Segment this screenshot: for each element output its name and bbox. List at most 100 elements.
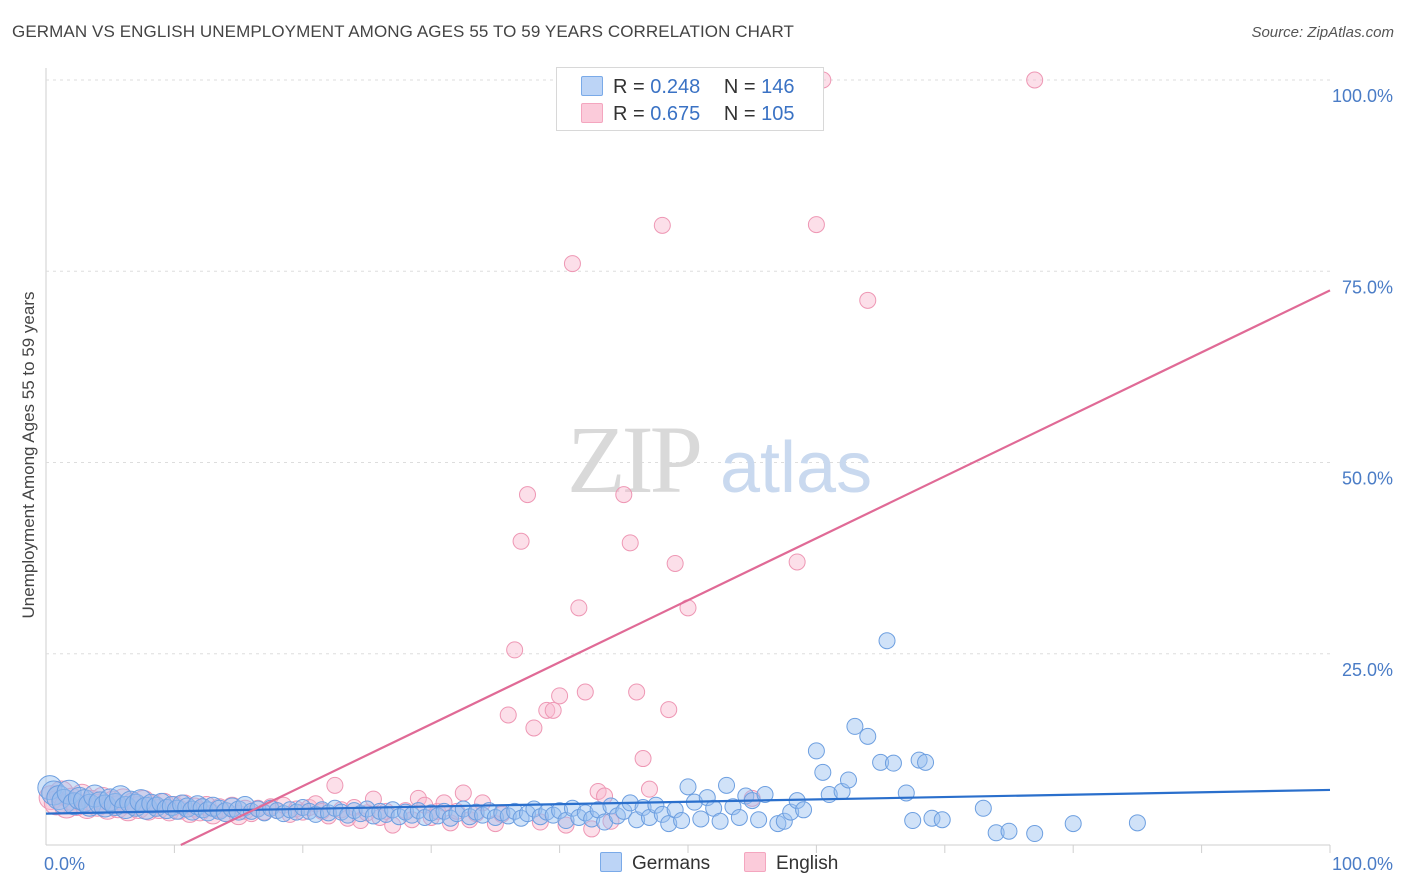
germans-point: [1128, 814, 1146, 832]
source-label: Source: ZipAtlas.com: [1251, 24, 1394, 41]
english-point: [576, 683, 594, 701]
english-swatch: [744, 852, 766, 872]
trend-lines: [45, 289, 1331, 846]
chart-title: GERMAN VS ENGLISH UNEMPLOYMENT AMONG AGE…: [12, 22, 795, 41]
germans-point: [692, 810, 710, 828]
germans-point: [910, 751, 928, 769]
english-point: [525, 719, 543, 737]
y-axis-label: Unemployment Among Ages 55 to 59 years: [19, 291, 38, 619]
germans-point: [846, 717, 864, 735]
germans-point: [56, 779, 82, 805]
english-point: [512, 532, 530, 550]
germans-point: [711, 812, 729, 830]
english-point: [384, 816, 402, 834]
english-point: [499, 706, 517, 724]
x-tick-label: 100.0%: [1332, 854, 1393, 874]
germans-point: [917, 753, 935, 771]
germans-point: [583, 810, 601, 828]
english-point: [557, 816, 575, 834]
english-point: [519, 486, 536, 504]
english-point: [570, 599, 588, 617]
english-point: [628, 683, 646, 701]
germans-point: [807, 742, 825, 760]
germans-point: [814, 763, 832, 781]
english-point: [454, 784, 472, 802]
germans-point: [795, 801, 813, 819]
germans-point: [872, 753, 890, 771]
series-english-points: [38, 71, 1044, 838]
legend-label-english: English: [776, 853, 839, 874]
r-label: R =: [613, 103, 645, 125]
germans-point: [551, 802, 569, 820]
english-point: [660, 701, 678, 719]
english-point: [1026, 71, 1044, 89]
stats-legend-row-germans: R = 0.248 N = 146: [581, 76, 795, 98]
germans-point: [750, 811, 768, 829]
germans-point: [506, 802, 524, 820]
stats-legend-row-english: R = 0.675 N = 105: [581, 103, 795, 125]
germans-point: [141, 793, 162, 814]
watermark-atlas: atlas: [720, 428, 872, 508]
germans-point: [730, 808, 748, 826]
germans-point: [108, 785, 132, 809]
english-point: [544, 701, 562, 719]
y-tick-label: 75.0%: [1342, 277, 1393, 297]
germans-point: [718, 776, 736, 794]
germans-point: [1000, 822, 1018, 840]
legend-label-germans: Germans: [632, 853, 711, 874]
english-trend-line: [180, 289, 1331, 846]
germans-point: [840, 771, 857, 789]
watermark: ZIP atlas: [567, 406, 872, 513]
grid-lines: [45, 68, 1331, 853]
germans-point: [904, 812, 922, 830]
germans-point: [987, 824, 1005, 842]
english-point: [788, 553, 806, 571]
english-swatch: [581, 103, 603, 123]
stats-legend: R = 0.248 N = 146 R = 0.675 N = 105: [556, 67, 824, 131]
germans-point: [673, 812, 691, 830]
germans-point: [1064, 815, 1082, 833]
tick-labels: 25.0% 50.0% 75.0% 100.0% 0.0% 100.0%: [44, 86, 1393, 874]
r-value: 0.675: [650, 103, 701, 125]
y-tick-label: 100.0%: [1332, 86, 1393, 106]
germans-point: [933, 811, 951, 829]
english-point: [807, 216, 825, 234]
english-point: [621, 534, 639, 552]
english-point: [653, 216, 671, 234]
english-point: [640, 780, 658, 798]
germans-point: [724, 798, 742, 816]
germans-point: [974, 799, 992, 817]
legend-item-english[interactable]: English: [744, 852, 838, 875]
germans-point: [679, 778, 697, 796]
series-legend: Germans English: [0, 852, 1406, 878]
germans-point: [172, 794, 193, 815]
watermark-zip: ZIP: [567, 406, 700, 513]
r-label: R =: [613, 76, 645, 98]
germans-point: [878, 632, 896, 650]
germans-point: [884, 754, 902, 772]
germans-point: [384, 801, 402, 819]
germans-point: [192, 798, 213, 819]
r-value: 0.248: [650, 76, 701, 98]
germans-point: [859, 727, 877, 745]
germans-point: [653, 805, 671, 823]
n-label: N =: [723, 76, 756, 98]
english-point: [506, 641, 524, 659]
english-point: [859, 291, 877, 309]
germans-point: [177, 797, 198, 818]
germans-swatch: [581, 76, 603, 96]
germans-point: [156, 799, 177, 820]
x-tick-label: 0.0%: [44, 854, 85, 874]
y-tick-label: 50.0%: [1342, 469, 1393, 489]
germans-point: [602, 797, 620, 815]
germans-swatch: [600, 852, 622, 872]
english-point: [326, 776, 344, 794]
germans-point: [660, 815, 678, 833]
english-point: [551, 687, 569, 705]
legend-item-germans[interactable]: Germans: [600, 852, 710, 875]
n-value: 105: [761, 103, 795, 125]
germans-point: [1026, 825, 1044, 843]
germans-point: [358, 800, 376, 818]
english-point: [615, 486, 633, 504]
